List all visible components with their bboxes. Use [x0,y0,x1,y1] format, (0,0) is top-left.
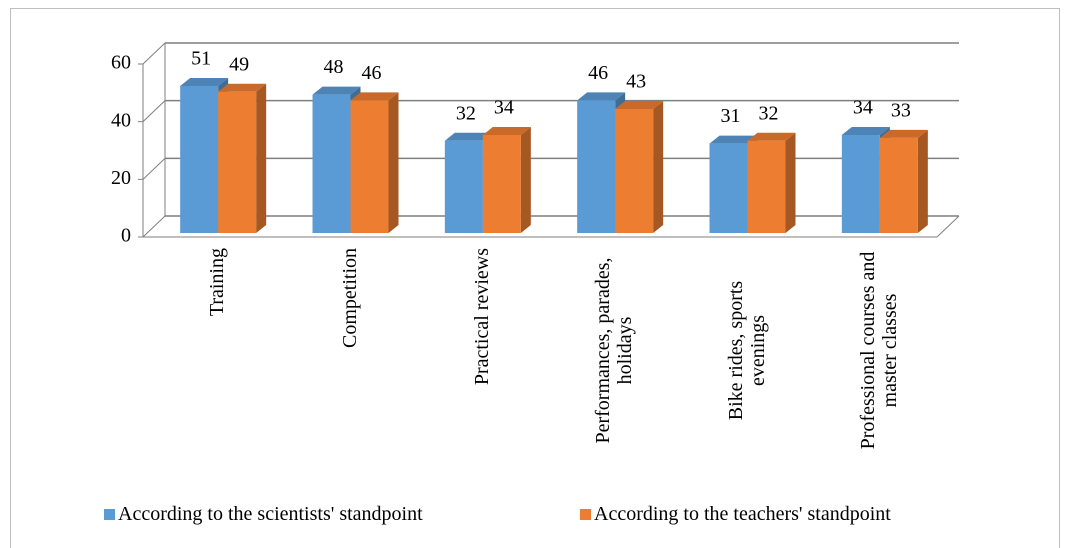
value-label: 48 [324,56,344,78]
bar-top [482,126,531,135]
bar-top [879,129,928,138]
x-tick-text: Performances, parades, holidays [592,257,637,444]
bar-top [444,132,493,141]
x-tick-label: Performances, parades, holidays [592,248,636,453]
legend-label: According to the teachers' standpoint [594,503,891,525]
bar [482,134,521,233]
bar [577,100,616,233]
value-label: 46 [362,62,382,84]
x-tick-text: Training [206,248,229,317]
value-label: 31 [721,105,741,127]
bar [350,100,389,233]
bar-top [350,92,399,101]
value-label: 32 [456,102,476,124]
bar [841,134,880,233]
x-tick-label: Professional courses and master classes [857,248,901,453]
value-label: 33 [891,99,911,121]
legend-item: According to the scientists' standpoint [104,503,423,526]
x-tick-text: Practical reviews [470,248,493,386]
bar-side [520,126,531,233]
bar-top [615,101,664,110]
y-tick-label: 60 [111,52,131,74]
bar-top [180,77,229,86]
grid-depth [142,42,166,65]
value-label: 34 [494,97,514,119]
bar-side [785,132,796,233]
bar [218,91,257,233]
bar-top [841,126,890,135]
bar-side [388,92,399,233]
y-tick-label: 20 [111,167,131,189]
bar [747,140,786,233]
x-tick-label: Competition [339,248,361,453]
bar-side [917,129,928,233]
bar [615,109,654,233]
value-label: 46 [588,62,608,84]
bar [709,143,748,233]
x-tick-label: Bike rides, sports evenings [725,248,769,453]
grid-depth [142,157,166,180]
x-tick-label: Training [206,248,228,453]
bar-side [256,83,267,233]
bar-top [709,135,758,144]
frame [10,8,1060,548]
x-tick-label: Practical reviews [471,248,493,453]
x-tick-text: Professional courses and master classes [856,251,901,450]
bar-side [653,101,664,234]
bar [879,137,918,233]
value-label: 34 [853,97,873,119]
floor-right [936,215,960,238]
legend-item: According to the teachers' standpoint [580,503,891,526]
y-tick-label: 40 [111,109,131,131]
bar-top [747,132,796,141]
bar [444,140,483,233]
x-tick-text: Competition [338,248,361,348]
bar-top [218,83,267,92]
bar [312,94,351,233]
legend-swatch [580,509,591,520]
value-label: 49 [229,53,249,75]
x-tick-text: Bike rides, sports evenings [724,280,769,421]
legend-label: According to the scientists' standpoint [118,503,423,525]
value-label: 43 [626,71,646,93]
value-label: 51 [191,48,211,70]
bar [180,85,219,233]
grid-depth [142,100,166,123]
y-tick-label: 0 [121,225,131,247]
value-label: 32 [759,102,779,124]
bar-top [577,92,626,101]
grid-depth [142,215,166,238]
legend-swatch [104,509,115,520]
bar-top [312,86,361,95]
